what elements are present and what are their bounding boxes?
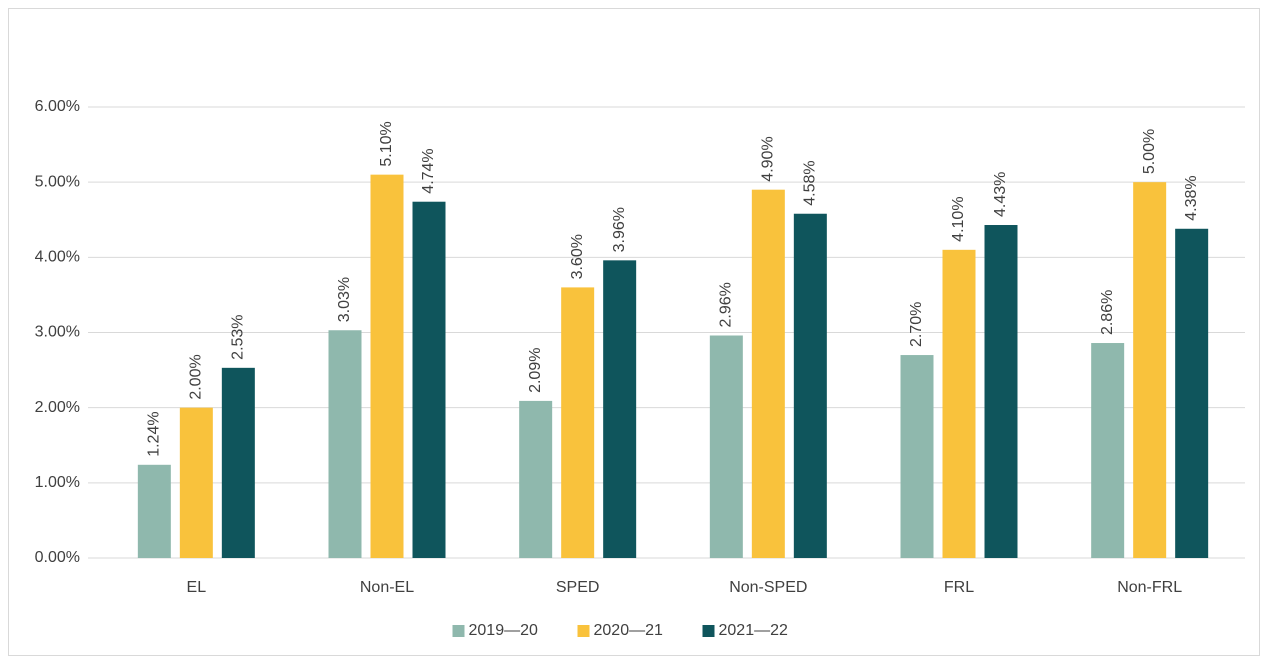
bar <box>793 213 827 558</box>
data-label: 4.43% <box>992 172 1009 217</box>
legend-label: 2020—21 <box>594 622 663 639</box>
legend-label: 2019—20 <box>469 622 538 639</box>
data-label: 3.96% <box>611 207 628 252</box>
data-label: 4.10% <box>950 196 967 241</box>
bar <box>751 189 785 558</box>
y-tick-label: 5.00% <box>35 173 80 190</box>
x-tick-label: Non-EL <box>360 579 414 596</box>
y-tick-label: 2.00% <box>35 399 80 416</box>
data-label: 2.70% <box>908 302 925 347</box>
data-label: 2.00% <box>188 354 205 399</box>
data-label: 5.10% <box>378 121 395 166</box>
bar <box>370 174 404 558</box>
bar <box>328 330 362 558</box>
data-label: 1.24% <box>146 411 163 456</box>
bar <box>221 367 255 558</box>
bar <box>1091 343 1125 558</box>
bar <box>179 407 213 558</box>
bar <box>412 201 446 558</box>
legend-swatch <box>702 625 715 637</box>
x-tick-label: FRL <box>944 579 974 596</box>
bar <box>137 464 171 558</box>
x-tick-label: Non-FRL <box>1117 579 1182 596</box>
y-tick-label: 6.00% <box>35 98 80 115</box>
bar <box>709 335 743 558</box>
bar <box>561 287 595 558</box>
data-label: 2.53% <box>230 314 247 359</box>
legend-swatch <box>452 625 465 637</box>
x-tick-label: SPED <box>556 579 600 596</box>
bar <box>519 400 553 558</box>
bar <box>1175 228 1209 558</box>
data-label: 3.03% <box>336 277 353 322</box>
data-label: 5.00% <box>1141 129 1158 174</box>
y-tick-label: 1.00% <box>35 474 80 491</box>
x-tick-label: Non-SPED <box>729 579 807 596</box>
legend-label: 2021—22 <box>719 622 788 639</box>
bar <box>900 355 934 558</box>
data-label: 4.90% <box>760 136 777 181</box>
bar <box>942 249 976 559</box>
data-label: 4.58% <box>802 160 819 205</box>
bar <box>603 260 637 558</box>
data-label: 4.38% <box>1183 175 1200 220</box>
y-tick-label: 0.00% <box>35 549 80 566</box>
data-label: 2.96% <box>718 282 735 327</box>
bar <box>984 225 1018 559</box>
data-label: 2.09% <box>527 348 544 393</box>
bar <box>1133 182 1167 558</box>
data-label: 2.86% <box>1099 290 1116 335</box>
x-tick-label: EL <box>187 579 207 596</box>
y-tick-label: 4.00% <box>35 249 80 266</box>
data-label: 4.74% <box>420 148 437 193</box>
legend-swatch <box>577 625 590 637</box>
y-tick-label: 3.00% <box>35 324 80 341</box>
data-label: 3.60% <box>569 234 586 279</box>
